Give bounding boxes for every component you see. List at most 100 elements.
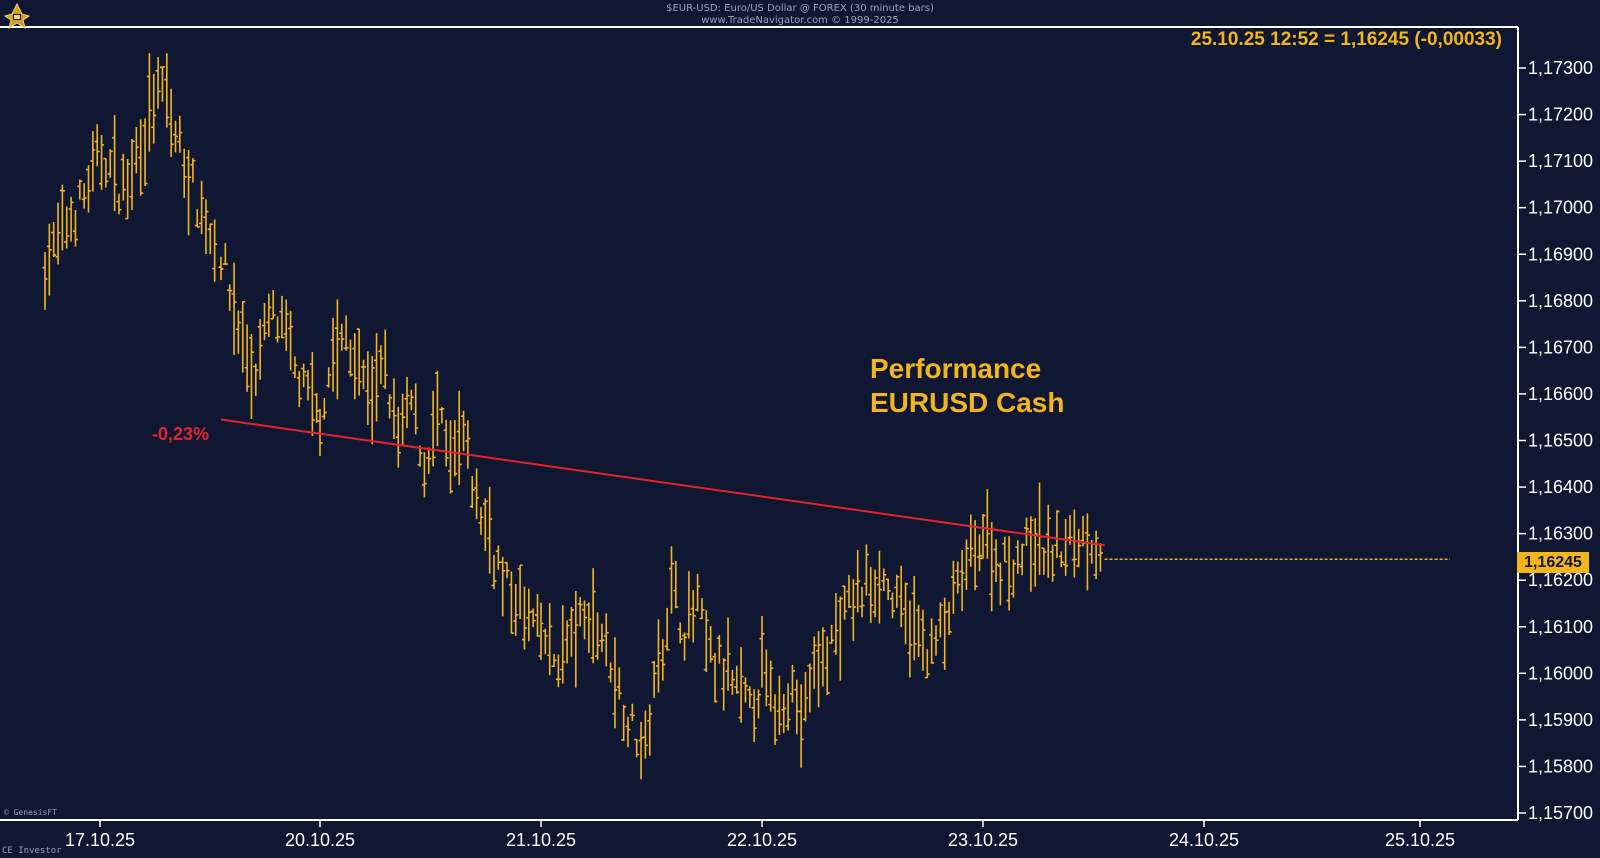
ohlc-bar (482, 498, 488, 552)
ohlc-bar (301, 363, 307, 388)
ohlc-bar (890, 592, 895, 619)
trade-navigator-logo-icon (2, 2, 32, 30)
ohlc-bar (279, 295, 285, 339)
ohlc-bar (1037, 482, 1043, 575)
ohlc-bar (997, 562, 1003, 606)
ohlc-bar (824, 636, 830, 695)
ohlc-bar (314, 393, 320, 423)
x-tick-label: 20.10.25 (285, 830, 355, 850)
ohlc-bar (55, 202, 61, 265)
ohlc-bar (309, 352, 315, 436)
ohlc-bar (664, 607, 670, 651)
ohlc-bar (164, 53, 170, 128)
ohlc-bar (240, 301, 246, 373)
ohlc-bar (756, 689, 761, 719)
ohlc-bar (257, 319, 263, 380)
ohlc-bar (133, 127, 139, 174)
ohlc-bar (382, 329, 388, 389)
ohlc-bar (798, 684, 804, 768)
ohlc-bar (785, 683, 791, 731)
ohlc-bar (1050, 544, 1056, 582)
ohlc-bar (634, 738, 640, 758)
ohlc-bar (347, 339, 353, 377)
ohlc-bar (168, 88, 174, 158)
ohlc-bar (129, 138, 135, 211)
ohlc-bar (421, 452, 427, 498)
ohlc-bar (868, 567, 874, 623)
ohlc-bar (682, 632, 688, 661)
ohlc-bar (984, 489, 990, 559)
ohlc-bar (616, 667, 622, 700)
ohlc-bar (721, 658, 727, 711)
y-tick-label: 1,17000 (1528, 198, 1593, 218)
ohlc-bar (361, 359, 366, 390)
ohlc-bar (59, 184, 65, 251)
ohlc-bar (1002, 536, 1008, 563)
ohlc-bar (816, 631, 822, 708)
ohlc-bar (64, 206, 70, 249)
ohlc-bar (408, 389, 414, 411)
ohlc-bar (508, 571, 514, 634)
ohlc-bar (855, 550, 861, 613)
ohlc-bar (759, 616, 765, 688)
ohlc-bar (343, 315, 349, 351)
ohlc-bar (430, 390, 436, 467)
ohlc-bar (42, 252, 48, 310)
ohlc-bar (725, 617, 731, 691)
ohlc-bar (151, 73, 157, 144)
ohlc-bar (426, 447, 432, 475)
y-tick-label: 1,17100 (1528, 151, 1593, 171)
ohlc-bar (677, 622, 683, 644)
ohlc-bar (686, 571, 692, 639)
ohlc-bar (465, 420, 471, 469)
ohlc-bar (842, 585, 848, 620)
ohlc-bar (794, 679, 800, 735)
ohlc-bar (77, 179, 83, 200)
ohlc-bar (248, 334, 254, 420)
x-tick-label: 23.10.25 (948, 830, 1018, 850)
ohlc-bar (1015, 540, 1021, 574)
ohlc-bar (876, 550, 882, 624)
ohlc-bar (989, 522, 995, 612)
ohlc-bar (51, 222, 57, 257)
ohlc-bar (253, 363, 259, 396)
y-tick-label: 1,16200 (1528, 570, 1593, 590)
ohlc-bar (716, 634, 722, 664)
ohlc-bar (292, 356, 298, 378)
ohlc-bar (881, 568, 887, 592)
x-tick-label: 24.10.25 (1169, 830, 1239, 850)
ohlc-bar (547, 603, 553, 676)
ohlc-bar (807, 663, 813, 713)
ohlc-bar (469, 475, 475, 508)
ohlc-bar (586, 602, 592, 653)
ohlc-bar (629, 703, 635, 721)
y-tick-label: 1,16600 (1528, 384, 1593, 404)
performance-annotation: Performance EURUSD Cash (870, 352, 1064, 420)
ohlc-bar (560, 605, 566, 684)
x-tick-label: 17.10.25 (65, 830, 135, 850)
ohlc-bar (526, 588, 532, 642)
ohlc-bar (500, 556, 506, 617)
ohlc-bar (647, 704, 653, 756)
ohlc-bar (439, 407, 445, 424)
ohlc-bar (863, 544, 869, 596)
ohlc-bar (833, 593, 839, 655)
ohlc-bar (417, 445, 423, 467)
ohlc-bar (142, 118, 148, 187)
ohlc-bar (244, 324, 250, 392)
ohlc-bar (712, 653, 718, 703)
ohlc-bar (942, 597, 948, 670)
ohlc-bar (551, 653, 557, 668)
ohlc-bar (374, 333, 380, 422)
ohlc-bar (937, 602, 943, 638)
ohlc-bar (1097, 543, 1103, 572)
ohlc-bar (638, 721, 644, 780)
ohlc-bar (138, 119, 144, 196)
ohlc-bar (474, 468, 480, 520)
ohlc-bar (1010, 559, 1016, 598)
ohlc-bar (452, 419, 458, 477)
ohlc-bar (603, 613, 609, 667)
ohlc-bar (334, 299, 340, 400)
ohlc-bar (177, 115, 183, 153)
